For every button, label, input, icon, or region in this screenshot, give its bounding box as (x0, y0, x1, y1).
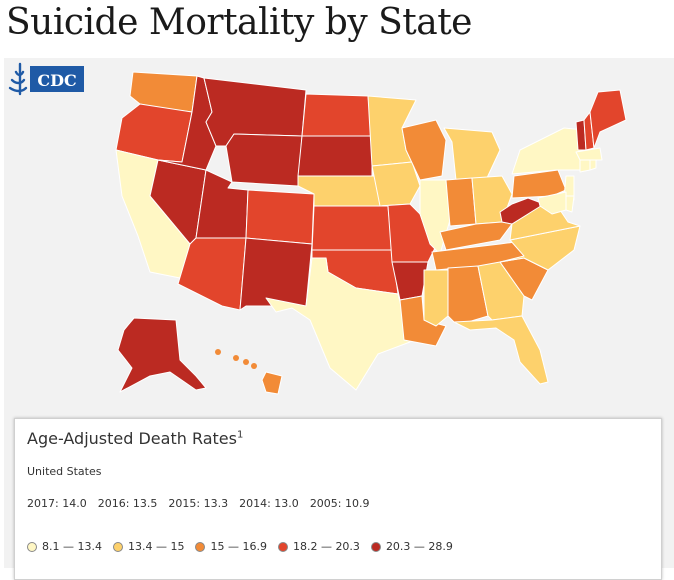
legend-region: United States (27, 465, 102, 478)
state-nd[interactable] (301, 93, 373, 137)
state-wy[interactable] (225, 133, 303, 187)
us-choropleth-map (115, 71, 627, 395)
state-hi-island[interactable] (233, 355, 239, 361)
state-hi-island[interactable] (215, 349, 221, 355)
map-panel: CDC (4, 58, 674, 568)
state-in[interactable] (445, 177, 477, 227)
legend-swatch (112, 541, 123, 552)
legend-panel: Age-Adjusted Death Rates1 United States … (14, 418, 662, 580)
state-wv[interactable] (499, 197, 545, 225)
legend-swatch (195, 541, 206, 552)
state-hi-island[interactable] (251, 363, 257, 369)
legend-title: Age-Adjusted Death Rates1 (27, 429, 244, 448)
state-ny[interactable] (511, 127, 585, 175)
legend-swatch (370, 541, 381, 552)
legend-bin[interactable]: 18.2 — 20.3 (277, 540, 360, 553)
state-hi[interactable] (261, 371, 283, 395)
state-ak[interactable] (117, 317, 207, 393)
legend-bins: 8.1 — 13.4 13.4 — 15 15 — 16.9 18.2 — 20… (27, 540, 453, 553)
page-title: Suicide Mortality by State (6, 2, 472, 43)
state-ia[interactable] (371, 161, 421, 207)
state-tx[interactable] (265, 257, 411, 391)
cdc-logo: CDC (8, 62, 84, 96)
state-az[interactable] (177, 237, 247, 311)
legend-bin[interactable]: 8.1 — 13.4 (27, 540, 102, 553)
state-ms[interactable] (423, 269, 449, 327)
legend-bin-label: 18.2 — 20.3 (292, 540, 360, 553)
state-me[interactable] (589, 89, 627, 149)
year-rate: 2016: 13.5 (97, 497, 158, 510)
year-rate: 2005: 10.9 (309, 497, 370, 510)
year-rate: 2017: 14.0 (27, 497, 87, 510)
state-md[interactable] (537, 191, 567, 215)
state-mi[interactable] (443, 127, 501, 181)
svg-text:CDC: CDC (37, 71, 76, 90)
year-rate: 2014: 13.0 (239, 497, 299, 510)
state-wi[interactable] (401, 119, 447, 181)
legend-bin-label: 20.3 — 28.9 (385, 540, 453, 553)
state-ma[interactable] (575, 147, 603, 161)
legend-swatch (277, 541, 288, 552)
legend-bin-label: 8.1 — 13.4 (42, 540, 102, 553)
legend-bin-label: 15 — 16.9 (210, 540, 267, 553)
state-la[interactable] (399, 295, 447, 347)
state-nc[interactable] (499, 225, 581, 271)
legend-bin[interactable]: 20.3 — 28.9 (370, 540, 453, 553)
legend-bin[interactable]: 15 — 16.9 (195, 540, 267, 553)
legend-bin[interactable]: 13.4 — 15 (112, 540, 185, 553)
year-rate: 2015: 13.3 (168, 497, 229, 510)
state-nm[interactable] (239, 237, 313, 311)
legend-years: 2017: 14.0 2016: 13.5 2015: 13.3 2014: 1… (27, 497, 370, 510)
legend-bin-label: 13.4 — 15 (127, 540, 185, 553)
state-co[interactable] (245, 189, 315, 245)
state-sd[interactable] (297, 135, 373, 177)
state-fl[interactable] (453, 315, 549, 385)
legend-swatch (27, 541, 37, 552)
state-hi-island[interactable] (243, 359, 249, 365)
state-de[interactable] (565, 195, 575, 213)
state-ks[interactable] (311, 205, 393, 251)
